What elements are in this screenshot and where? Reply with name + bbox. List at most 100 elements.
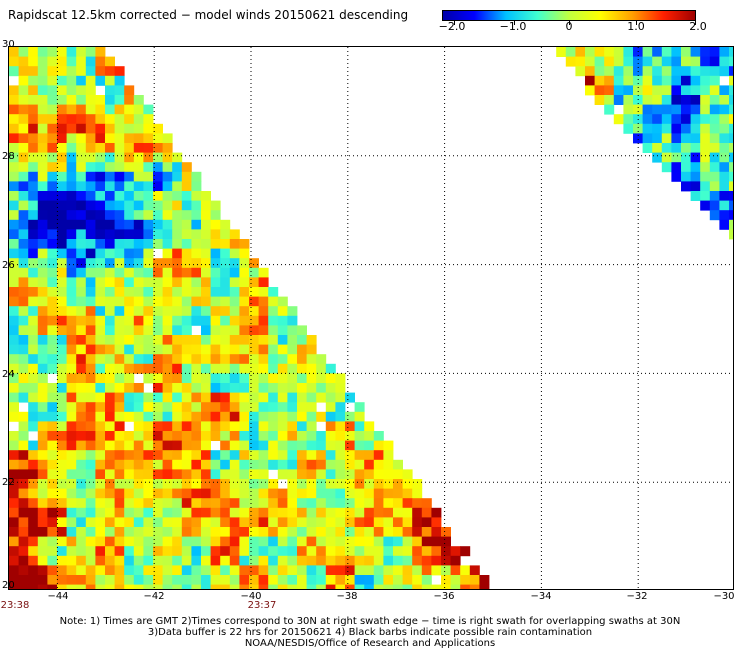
wind-diff-cell [28, 469, 39, 480]
wind-diff-cell [191, 248, 202, 259]
wind-diff-cell [76, 143, 87, 153]
wind-diff-cell [460, 584, 471, 589]
wind-diff-cell [585, 47, 595, 57]
wind-diff-cell [85, 287, 96, 297]
wind-diff-cell [37, 536, 48, 547]
wind-diff-cell [172, 239, 183, 249]
wind-diff-cell [37, 565, 48, 576]
wind-diff-cell [37, 85, 48, 96]
wind-diff-cell [354, 488, 365, 499]
wind-diff-cell [18, 325, 29, 336]
wind-diff-cell [153, 344, 163, 355]
wind-diff-cell [210, 498, 221, 509]
wind-diff-cell [37, 219, 48, 230]
wind-diff-cell [277, 575, 288, 585]
wind-diff-cell [210, 536, 221, 547]
wind-diff-cell [95, 527, 106, 537]
wind-diff-cell [124, 95, 135, 105]
wind-diff-cell [153, 411, 163, 422]
colorbar-tick [514, 21, 515, 25]
wind-diff-cell [201, 306, 211, 317]
wind-diff-cell [85, 239, 96, 249]
wind-diff-cell [153, 450, 163, 461]
wind-diff-cell [37, 104, 48, 115]
wind-diff-cell [124, 383, 135, 393]
wind-diff-cell [325, 507, 336, 518]
wind-diff-cell [700, 56, 711, 67]
wind-diff-cell [220, 248, 231, 259]
wind-diff-cell [105, 507, 115, 518]
wind-diff-cell [287, 488, 298, 499]
wind-diff-cell [249, 344, 259, 355]
wind-diff-cell [18, 95, 29, 105]
wind-diff-cell [37, 143, 48, 153]
wind-diff-cell [114, 152, 125, 163]
wind-diff-cell [220, 459, 231, 470]
wind-diff-cell [133, 181, 144, 192]
wind-diff-cell [325, 584, 336, 589]
wind-diff-cell [719, 219, 730, 230]
wind-diff-cell [671, 75, 682, 86]
wind-diff-cell [9, 296, 19, 307]
wind-diff-cell [153, 536, 163, 547]
wind-diff-cell [66, 75, 77, 86]
wind-diff-cell [210, 200, 221, 211]
wind-diff-cell [191, 287, 202, 297]
wind-diff-cell [210, 431, 221, 441]
wind-diff-cell [652, 95, 663, 105]
wind-diff-cell [153, 402, 163, 413]
lon-label-38: −38 [336, 591, 358, 602]
wind-diff-cell [700, 200, 711, 211]
wind-diff-cell [114, 315, 125, 326]
wind-diff-cell [181, 536, 192, 547]
wind-diff-cell [661, 85, 672, 96]
wind-diff-cell [239, 306, 250, 317]
wind-diff-cell [105, 498, 115, 509]
wind-diff-cell [181, 191, 192, 201]
wind-diff-cell [258, 383, 269, 393]
wind-diff-cell [402, 469, 413, 480]
wind-diff-cell [105, 133, 115, 144]
wind-diff-cell [297, 335, 307, 345]
wind-diff-cell [421, 555, 432, 566]
wind-diff-cell [76, 267, 87, 278]
wind-diff-cell [431, 507, 442, 518]
wind-diff-cell [9, 267, 19, 278]
wind-diff-cell [287, 363, 298, 374]
wind-diff-cell [153, 287, 163, 297]
wind-diff-cell [47, 191, 58, 201]
wind-diff-cell [172, 162, 183, 173]
wind-diff-cell [201, 527, 211, 537]
wind-diff-cell [306, 392, 317, 403]
wind-diff-cell [671, 104, 682, 115]
wind-diff-cell [181, 383, 192, 393]
wind-diff-cell [9, 402, 19, 413]
wind-diff-cell [210, 354, 221, 365]
wind-diff-cell [85, 421, 96, 432]
wind-diff-cell [450, 546, 461, 557]
wind-diff-cell [37, 373, 48, 384]
wind-diff-cell [393, 575, 403, 585]
wind-diff-cell [47, 75, 58, 86]
wind-diff-cell [133, 402, 144, 413]
wind-diff-cell [114, 162, 125, 173]
wind-diff-cell [143, 248, 154, 259]
wind-diff-cell [249, 258, 259, 269]
wind-diff-cell [709, 47, 720, 57]
wind-diff-cell [268, 383, 279, 393]
wind-diff-cell [37, 344, 48, 355]
wind-diff-cell [181, 277, 192, 288]
wind-diff-cell [249, 392, 259, 403]
wind-diff-cell [268, 315, 279, 326]
wind-diff-cell [181, 325, 192, 336]
wind-diff-cell [162, 354, 173, 365]
wind-diff-cell [9, 488, 19, 499]
wind-diff-cell [364, 555, 375, 566]
wind-diff-cell [162, 440, 173, 451]
wind-diff-cell [191, 363, 202, 374]
wind-diff-cell [268, 565, 279, 576]
wind-diff-cell [700, 114, 711, 125]
wind-diff-cell [354, 507, 365, 518]
wind-diff-cell [201, 200, 211, 211]
wind-diff-cell [85, 315, 96, 326]
